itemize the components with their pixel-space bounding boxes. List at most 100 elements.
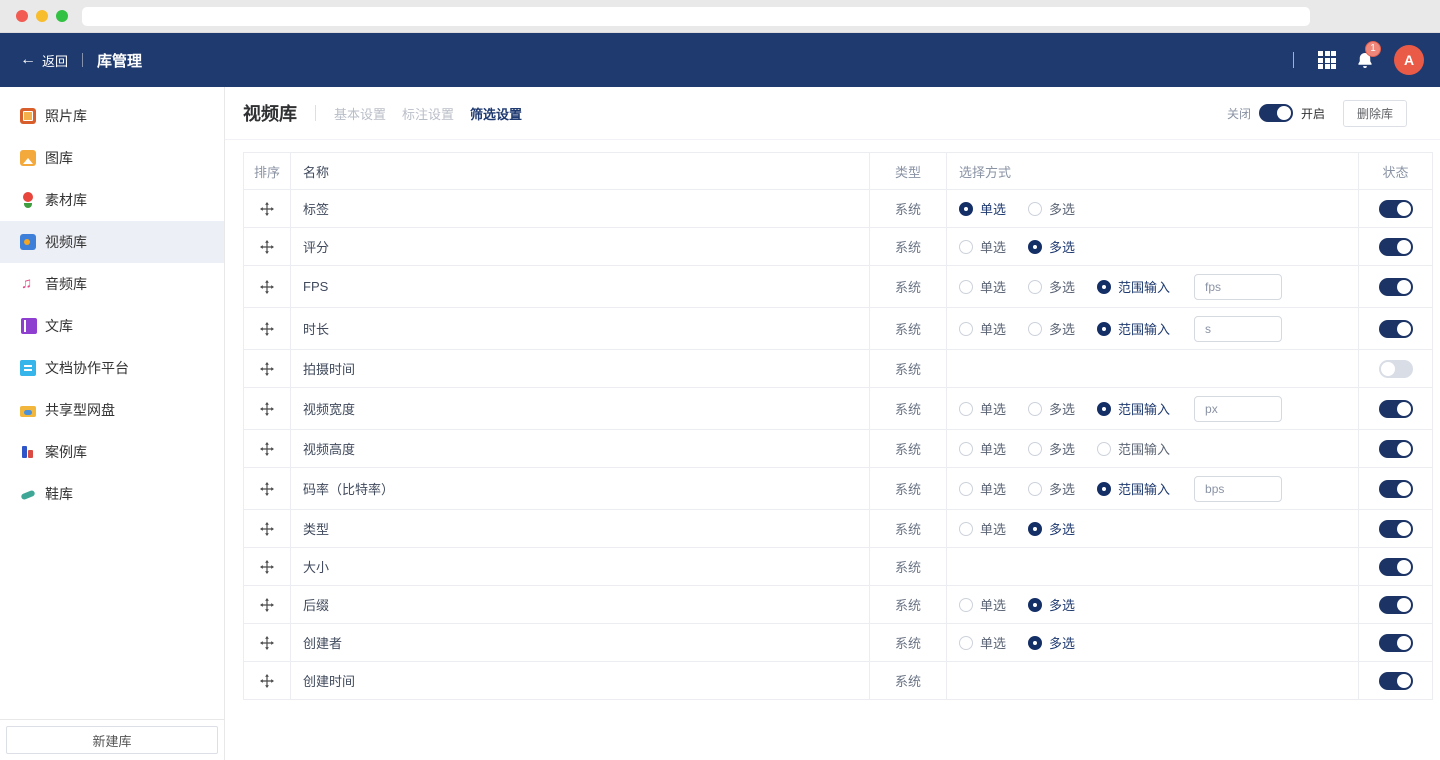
window-minimize-button[interactable]: [36, 10, 48, 22]
selection-cell: [946, 350, 1358, 387]
sidebar-item-video[interactable]: 视频库: [0, 221, 224, 263]
field-status-toggle[interactable]: [1378, 479, 1413, 498]
drag-handle-icon[interactable]: [260, 521, 274, 536]
apps-grid-icon[interactable]: [1318, 51, 1336, 69]
photo-library-icon: [20, 108, 36, 124]
notifications-button[interactable]: 1: [1356, 40, 1381, 70]
radio-option-multi[interactable]: 多选: [1028, 277, 1075, 296]
address-bar[interactable]: [82, 6, 1310, 26]
avatar[interactable]: A: [1394, 45, 1424, 75]
radio-option-single[interactable]: 单选: [959, 199, 1006, 218]
field-status-toggle[interactable]: [1378, 439, 1413, 458]
status-cell: [1358, 468, 1432, 509]
window-close-button[interactable]: [16, 10, 28, 22]
field-type: 系统: [894, 674, 921, 689]
drag-handle-icon[interactable]: [260, 597, 274, 612]
drag-handle-icon[interactable]: [260, 201, 274, 216]
back-button[interactable]: 返回: [42, 53, 69, 69]
drag-handle-icon[interactable]: [260, 673, 274, 688]
radio-option-range[interactable]: 范围输入: [1097, 479, 1170, 498]
radio-option-multi[interactable]: 多选: [1028, 519, 1075, 538]
field-status-toggle[interactable]: [1378, 519, 1413, 538]
drag-handle-icon[interactable]: [260, 279, 274, 294]
field-status-toggle[interactable]: [1378, 399, 1413, 418]
radio-icon: [1097, 401, 1112, 416]
main-content: 视频库 基本设置 标注设置 筛选设置 关闭 开启 删除库 排序 名称 类型 选择方式 状态 …: [225, 87, 1440, 760]
radio-option-label: 多选: [1049, 202, 1076, 217]
radio-option-multi[interactable]: 多选: [1028, 399, 1075, 418]
radio-option-multi[interactable]: 多选: [1028, 439, 1075, 458]
table-row: 评分 系统 单选 多选: [244, 227, 1432, 265]
sidebar-item-shared-drive[interactable]: 共享型网盘: [0, 389, 224, 431]
drag-handle-icon[interactable]: [260, 239, 274, 254]
radio-option-single[interactable]: 单选: [959, 595, 1006, 614]
back-arrow-icon[interactable]: ←: [20, 51, 36, 68]
field-status-toggle[interactable]: [1378, 359, 1413, 378]
sidebar-item-photo[interactable]: 照片库: [0, 95, 224, 137]
table-row: 码率（比特率） 系统 单选 多选 范围输入: [244, 467, 1432, 509]
drag-handle-icon[interactable]: [260, 361, 274, 376]
range-unit-input[interactable]: [1194, 273, 1283, 300]
drag-handle-icon[interactable]: [260, 559, 274, 574]
drag-handle-icon[interactable]: [260, 401, 274, 416]
selection-cell: 单选 多选 范围输入: [946, 266, 1358, 307]
sidebar-item-doc[interactable]: 文库: [0, 305, 224, 347]
radio-option-label: 范围输入: [1118, 482, 1171, 497]
radio-option-multi[interactable]: 多选: [1028, 319, 1075, 338]
radio-option-single[interactable]: 单选: [959, 633, 1006, 652]
field-status-toggle[interactable]: [1378, 557, 1413, 576]
new-library-button[interactable]: 新建库: [6, 726, 218, 754]
radio-option-range[interactable]: 范围输入: [1097, 277, 1170, 296]
radio-option-multi[interactable]: 多选: [1028, 479, 1075, 498]
radio-icon: [1097, 279, 1112, 294]
field-name: 拍摄时间: [303, 362, 356, 377]
field-type: 系统: [894, 322, 921, 337]
radio-option-multi[interactable]: 多选: [1028, 633, 1075, 652]
radio-option-range[interactable]: 范围输入: [1097, 319, 1170, 338]
browser-titlebar: [0, 0, 1440, 33]
radio-icon: [1028, 481, 1043, 496]
field-status-toggle[interactable]: [1378, 277, 1413, 296]
field-status-toggle[interactable]: [1378, 633, 1413, 652]
sidebar-item-shoe[interactable]: 鞋库: [0, 473, 224, 515]
radio-option-single[interactable]: 单选: [959, 399, 1006, 418]
tab-basic[interactable]: 基本设置: [334, 106, 387, 122]
status-cell: [1358, 662, 1432, 699]
field-status-toggle[interactable]: [1378, 671, 1413, 690]
window-zoom-button[interactable]: [56, 10, 68, 22]
range-unit-input[interactable]: [1194, 475, 1283, 502]
radio-option-single[interactable]: 单选: [959, 237, 1006, 256]
radio-option-single[interactable]: 单选: [959, 439, 1006, 458]
range-unit-input[interactable]: [1194, 395, 1283, 422]
sidebar-item-image[interactable]: 图库: [0, 137, 224, 179]
radio-option-range[interactable]: 范围输入: [1097, 439, 1170, 458]
drag-handle-icon[interactable]: [260, 441, 274, 456]
tab-annotation[interactable]: 标注设置: [402, 106, 455, 122]
radio-option-single[interactable]: 单选: [959, 319, 1006, 338]
sidebar-item-audio[interactable]: 音频库: [0, 263, 224, 305]
field-status-toggle[interactable]: [1378, 595, 1413, 614]
library-enable-toggle[interactable]: [1258, 104, 1293, 122]
drag-handle-icon[interactable]: [260, 481, 274, 496]
radio-option-single[interactable]: 单选: [959, 277, 1006, 296]
field-status-toggle[interactable]: [1378, 237, 1413, 256]
radio-option-single[interactable]: 单选: [959, 479, 1006, 498]
field-status-toggle[interactable]: [1378, 199, 1413, 218]
radio-option-multi[interactable]: 多选: [1028, 595, 1075, 614]
audio-library-icon: [20, 276, 36, 292]
sidebar-item-material[interactable]: 素材库: [0, 179, 224, 221]
delete-library-button[interactable]: 删除库: [1342, 99, 1407, 127]
drag-handle-icon[interactable]: [260, 321, 274, 336]
range-unit-input[interactable]: [1194, 315, 1283, 342]
sidebar-item-case[interactable]: 案例库: [0, 431, 224, 473]
radio-option-range[interactable]: 范围输入: [1097, 399, 1170, 418]
library-header: 视频库 基本设置 标注设置 筛选设置 关闭 开启 删除库: [225, 87, 1440, 140]
drag-handle-icon[interactable]: [260, 635, 274, 650]
radio-option-multi[interactable]: 多选: [1028, 237, 1075, 256]
sidebar-item-doc-collab[interactable]: 文档协作平台: [0, 347, 224, 389]
radio-option-single[interactable]: 单选: [959, 519, 1006, 538]
radio-option-multi[interactable]: 多选: [1028, 199, 1075, 218]
tab-filter[interactable]: 筛选设置: [470, 106, 523, 122]
field-status-toggle[interactable]: [1378, 319, 1413, 338]
radio-icon: [1097, 441, 1112, 456]
